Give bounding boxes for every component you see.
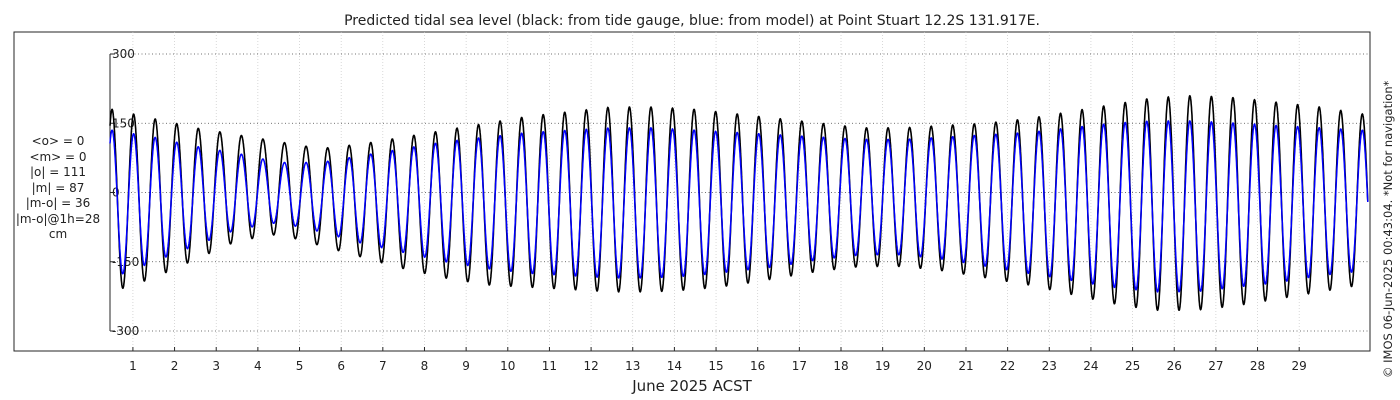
x-tick-label: 24 — [1083, 359, 1098, 373]
series-group — [109, 94, 1369, 312]
x-tick-label: 6 — [337, 359, 345, 373]
y-tick-label: 150 — [112, 116, 135, 130]
x-tick-label: 17 — [792, 359, 807, 373]
grid-lines — [110, 32, 1370, 351]
x-axis-label: June 2025 ACST — [631, 377, 752, 395]
x-tick-label: 11 — [542, 359, 557, 373]
x-tick-label: 1 — [129, 359, 137, 373]
y-tick-label: -300 — [112, 324, 139, 338]
x-tick-label: 8 — [421, 359, 429, 373]
x-tick-label: 22 — [1000, 359, 1015, 373]
x-tick-label: 26 — [1167, 359, 1182, 373]
stat-abs-difference: |m-o| = 36 — [25, 196, 91, 210]
x-tick-label: 28 — [1250, 359, 1265, 373]
statistics-panel: <o> = 0 <m> = 0 |o| = 111 |m| = 87 |m-o|… — [0, 134, 116, 243]
y-tick-label: 300 — [112, 47, 135, 61]
x-tick-label: 16 — [750, 359, 765, 373]
stat-unit: cm — [48, 227, 68, 241]
x-tick-label: 18 — [833, 359, 848, 373]
x-tick-label: 9 — [462, 359, 470, 373]
x-tick-label: 20 — [917, 359, 932, 373]
x-tick-label: 7 — [379, 359, 387, 373]
x-tick-label: 19 — [875, 359, 890, 373]
stat-abs-observed: |o| = 111 — [29, 165, 86, 179]
x-tick-label: 12 — [583, 359, 598, 373]
chart-title: Predicted tidal sea level (black: from t… — [344, 13, 1040, 29]
x-tick-label: 21 — [958, 359, 973, 373]
stat-mean-model: <m> = 0 — [29, 149, 87, 164]
x-tick-label: 13 — [625, 359, 640, 373]
x-tick-label: 29 — [1292, 359, 1307, 373]
x-tick-label: 5 — [296, 359, 304, 373]
y-tick-label: 0 — [112, 186, 120, 200]
watermark-text: © IMOS 06-Jun-2025 00:43:04. *Not for na… — [1381, 80, 1395, 378]
x-tick-label: 25 — [1125, 359, 1140, 373]
x-tick-label: 10 — [500, 359, 515, 373]
x-tick-label: 27 — [1208, 359, 1223, 373]
stat-abs-difference-1h: |m-o|@1h=28 — [15, 211, 101, 226]
x-tick-label: 14 — [667, 359, 682, 373]
series-line-gauge — [109, 94, 1369, 312]
series-line-model — [109, 119, 1369, 293]
stat-mean-observed: <o> = 0 — [31, 134, 85, 148]
axes-frame — [13, 31, 1371, 352]
x-axis: 1 2 3 4 5 6 7 8 9 10 11 12 13 14 15 16 17 18 19 20 21 22 23 24 2… — [129, 347, 1307, 373]
x-tick-label: 3 — [212, 359, 220, 373]
x-tick-label: 2 — [171, 359, 179, 373]
x-tick-label: 23 — [1042, 359, 1057, 373]
x-tick-label: 4 — [254, 359, 262, 373]
x-tick-label: 15 — [708, 359, 723, 373]
stat-abs-model: |m| = 87 — [31, 180, 85, 195]
